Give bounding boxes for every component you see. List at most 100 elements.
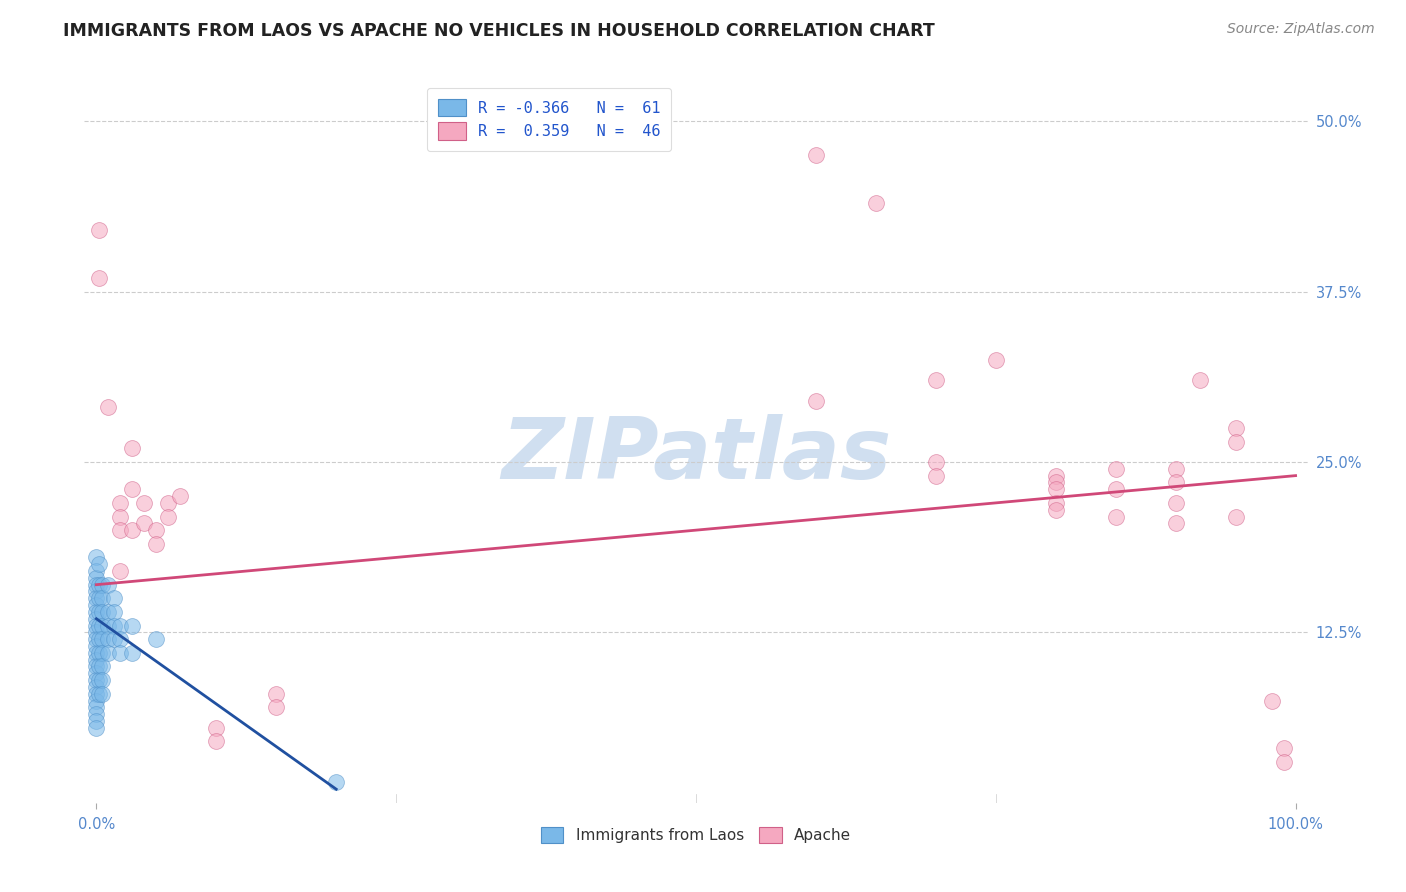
Point <box>1164 516 1187 531</box>
Point <box>91 673 114 687</box>
Point <box>325 775 347 789</box>
Point <box>87 577 110 591</box>
Point <box>1045 475 1067 490</box>
Point <box>86 666 108 681</box>
Point <box>1105 482 1128 496</box>
Point <box>804 148 827 162</box>
Point <box>87 646 110 660</box>
Point <box>1045 482 1067 496</box>
Point <box>86 584 108 599</box>
Point <box>91 659 114 673</box>
Point <box>86 714 108 728</box>
Point <box>865 196 887 211</box>
Point <box>103 605 125 619</box>
Point <box>87 673 110 687</box>
Point <box>91 646 114 660</box>
Point <box>103 591 125 606</box>
Point <box>110 509 132 524</box>
Point <box>121 482 143 496</box>
Point <box>91 618 114 632</box>
Point <box>264 700 287 714</box>
Text: IMMIGRANTS FROM LAOS VS APACHE NO VEHICLES IN HOUSEHOLD CORRELATION CHART: IMMIGRANTS FROM LAOS VS APACHE NO VEHICL… <box>63 22 935 40</box>
Point <box>87 558 110 572</box>
Point <box>91 577 114 591</box>
Point <box>87 618 110 632</box>
Text: ZIPatlas: ZIPatlas <box>501 415 891 498</box>
Point <box>984 352 1007 367</box>
Point <box>103 632 125 647</box>
Point <box>110 646 132 660</box>
Point <box>1045 496 1067 510</box>
Point <box>86 591 108 606</box>
Point <box>1164 496 1187 510</box>
Point <box>91 605 114 619</box>
Point <box>1045 468 1067 483</box>
Point <box>121 618 143 632</box>
Point <box>86 673 108 687</box>
Point <box>86 598 108 612</box>
Point <box>86 618 108 632</box>
Point <box>110 523 132 537</box>
Point <box>86 700 108 714</box>
Point <box>110 564 132 578</box>
Point <box>86 693 108 707</box>
Point <box>169 489 191 503</box>
Point <box>97 632 120 647</box>
Point <box>87 687 110 701</box>
Point <box>91 687 114 701</box>
Point <box>205 734 228 748</box>
Point <box>86 646 108 660</box>
Point <box>87 659 110 673</box>
Point <box>925 373 948 387</box>
Point <box>86 707 108 722</box>
Point <box>87 591 110 606</box>
Point <box>91 591 114 606</box>
Point <box>1045 502 1067 516</box>
Point <box>86 680 108 694</box>
Point <box>86 612 108 626</box>
Point <box>145 537 167 551</box>
Point <box>86 571 108 585</box>
Point <box>110 618 132 632</box>
Point <box>134 496 156 510</box>
Point <box>87 271 110 285</box>
Point <box>145 523 167 537</box>
Point <box>86 564 108 578</box>
Point <box>86 577 108 591</box>
Point <box>86 687 108 701</box>
Point <box>1272 741 1295 756</box>
Point <box>87 223 110 237</box>
Point <box>87 605 110 619</box>
Point <box>925 455 948 469</box>
Point <box>86 659 108 673</box>
Point <box>264 687 287 701</box>
Point <box>205 721 228 735</box>
Point <box>97 577 120 591</box>
Point <box>804 393 827 408</box>
Point <box>1225 421 1247 435</box>
Point <box>1260 693 1282 707</box>
Point <box>121 442 143 456</box>
Point <box>87 632 110 647</box>
Point <box>1225 434 1247 449</box>
Point <box>97 646 120 660</box>
Point <box>1105 462 1128 476</box>
Point <box>121 646 143 660</box>
Point <box>103 618 125 632</box>
Point <box>1164 475 1187 490</box>
Point <box>86 639 108 653</box>
Point <box>157 496 180 510</box>
Point <box>145 632 167 647</box>
Point <box>1272 755 1295 769</box>
Text: Source: ZipAtlas.com: Source: ZipAtlas.com <box>1227 22 1375 37</box>
Point <box>1225 509 1247 524</box>
Legend: Immigrants from Laos, Apache: Immigrants from Laos, Apache <box>534 822 858 849</box>
Point <box>121 523 143 537</box>
Point <box>86 550 108 565</box>
Point <box>86 625 108 640</box>
Point <box>97 401 120 415</box>
Point <box>134 516 156 531</box>
Point <box>91 632 114 647</box>
Point <box>925 468 948 483</box>
Point <box>86 721 108 735</box>
